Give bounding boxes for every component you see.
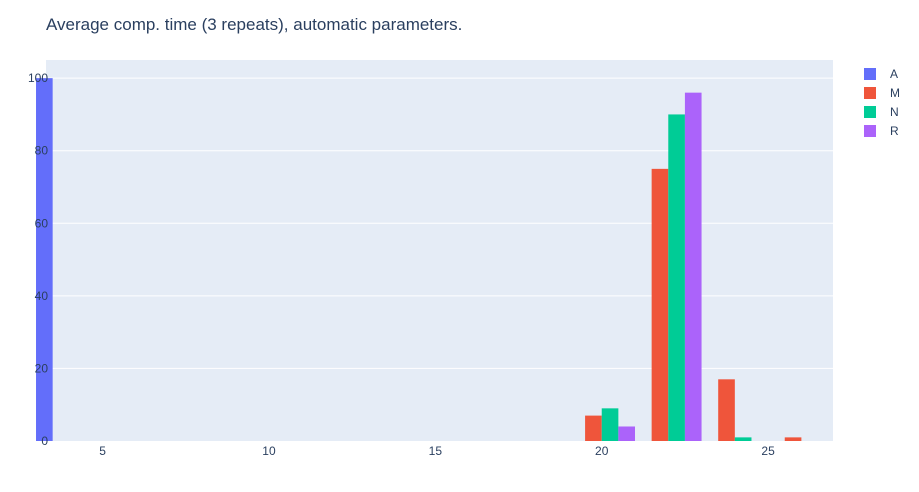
x-tick-label: 10 <box>262 444 276 458</box>
y-tick-label: 0 <box>41 434 48 448</box>
bars <box>36 78 802 442</box>
bar-a <box>36 78 53 442</box>
bar-m <box>718 379 735 441</box>
legend-swatch <box>864 87 876 99</box>
legend-label: M <box>890 86 900 100</box>
y-tick-label: 40 <box>35 289 49 303</box>
legend-swatch <box>864 125 876 137</box>
bar-m <box>651 168 669 441</box>
bar-m <box>585 415 602 441</box>
x-tick-label: 20 <box>595 444 609 458</box>
bar-r <box>684 92 702 442</box>
chart-title: Average comp. time (3 repeats), automati… <box>46 15 462 34</box>
x-tick-label: 15 <box>429 444 443 458</box>
plot-area <box>46 60 833 441</box>
bar-n <box>668 114 685 441</box>
legend-item-a[interactable]: A <box>864 67 898 81</box>
y-tick-label: 60 <box>35 216 49 230</box>
bar-m <box>784 437 802 441</box>
x-tick-label: 25 <box>761 444 775 458</box>
legend-label: R <box>890 124 899 138</box>
legend-label: N <box>890 105 899 119</box>
x-axis-ticks: 5 10 15 20 25 <box>99 444 775 458</box>
y-axis-ticks: 0 20 40 60 80 100 <box>28 71 48 448</box>
x-tick-label: 5 <box>99 444 106 458</box>
legend-label: A <box>890 67 898 81</box>
bar-n <box>734 437 752 441</box>
y-tick-label: 80 <box>35 144 49 158</box>
legend-item-m[interactable]: M <box>864 86 900 100</box>
gridlines <box>46 77 833 369</box>
bar-r <box>618 426 636 441</box>
y-tick-label: 100 <box>28 71 48 85</box>
legend-item-n[interactable]: N <box>864 105 899 119</box>
bar-n <box>601 408 619 441</box>
y-tick-label: 20 <box>35 361 49 375</box>
legend-swatch <box>864 106 876 118</box>
legend-item-r[interactable]: R <box>864 124 899 138</box>
legend-swatch <box>864 68 876 80</box>
